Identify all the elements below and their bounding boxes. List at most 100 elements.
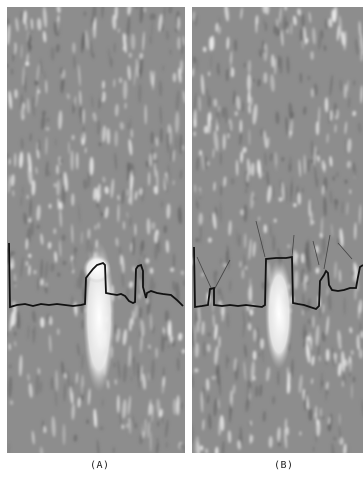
speckle [12, 305, 17, 326]
speckle [28, 264, 31, 276]
speckle [206, 378, 210, 391]
speckle [356, 334, 361, 350]
speckle [244, 188, 248, 194]
speckle [257, 78, 261, 87]
ultrasound-panel-a [7, 7, 185, 453]
speckle [59, 240, 62, 258]
speckle [198, 189, 202, 200]
speckle [35, 166, 38, 175]
speckle [120, 254, 123, 266]
speckle [114, 378, 118, 385]
speckle [128, 52, 133, 58]
speckle [50, 263, 55, 272]
speckle [310, 51, 314, 60]
speckle [311, 355, 315, 366]
speckle [346, 160, 352, 169]
speckle [347, 96, 351, 109]
speckle [340, 31, 346, 46]
speckle [62, 260, 67, 266]
speckle [295, 252, 298, 267]
speckle [327, 424, 331, 431]
speckle [247, 59, 251, 74]
speckle [132, 310, 134, 327]
speckle [113, 362, 116, 368]
speckle [159, 408, 163, 417]
speckle [123, 33, 127, 40]
speckle [167, 163, 170, 183]
speckle [319, 355, 321, 362]
speckle [345, 139, 347, 155]
speckle [119, 408, 122, 429]
speckle [132, 236, 135, 256]
speckle [315, 324, 320, 346]
speckle [207, 161, 210, 166]
speckle [208, 37, 213, 52]
speckle [121, 424, 125, 429]
speckle [140, 365, 143, 382]
speckle [271, 54, 275, 68]
speckle [71, 403, 75, 420]
caption-a: (A) [90, 460, 110, 471]
speckle [240, 7, 243, 20]
speckle [82, 108, 85, 125]
speckle [250, 283, 252, 304]
speckle [213, 130, 219, 152]
speckle [45, 80, 48, 94]
speckle [140, 333, 143, 353]
speckle [334, 261, 337, 279]
speckle [93, 113, 96, 123]
speckle [324, 359, 328, 366]
speckle [27, 373, 30, 382]
speckle [269, 223, 272, 238]
speckle [301, 40, 304, 50]
speckle [141, 185, 145, 203]
speckle [234, 111, 238, 116]
speckle [14, 340, 17, 347]
speckle [310, 158, 315, 164]
speckle [244, 343, 247, 358]
speckle [128, 345, 132, 367]
speckle [102, 80, 105, 90]
speckle [25, 21, 28, 31]
speckle [354, 38, 359, 56]
speckle [108, 47, 111, 66]
speckle [27, 152, 32, 173]
speckle [263, 130, 267, 149]
speckle [329, 155, 333, 167]
speckle [266, 170, 270, 187]
speckle [56, 7, 61, 14]
speckle [349, 327, 353, 334]
speckle [328, 416, 331, 425]
speckle [126, 211, 128, 218]
speckle [240, 100, 245, 113]
speckle [159, 105, 162, 125]
speckle [89, 39, 93, 58]
speckle [284, 7, 287, 11]
speckle [162, 366, 165, 380]
speckle [44, 282, 48, 288]
speckle [213, 181, 216, 192]
speckle [28, 253, 32, 258]
speckle [51, 416, 56, 438]
speckle [282, 15, 287, 31]
speckle [169, 49, 172, 55]
speckle [198, 303, 201, 324]
speckle [159, 127, 163, 144]
speckle [248, 104, 251, 114]
speckle [325, 348, 330, 362]
speckle [64, 373, 67, 379]
speckle [237, 440, 241, 450]
speckle [63, 382, 66, 402]
speckle [86, 419, 90, 425]
speckle [279, 179, 283, 191]
speckle [246, 73, 252, 92]
speckle [346, 79, 349, 92]
speckle [20, 44, 23, 59]
speckle [310, 210, 313, 227]
speckle [349, 189, 352, 195]
speckle [172, 180, 175, 186]
speckle [119, 121, 125, 130]
speckle [40, 258, 43, 279]
speckle [73, 246, 78, 253]
speckle [233, 90, 236, 105]
